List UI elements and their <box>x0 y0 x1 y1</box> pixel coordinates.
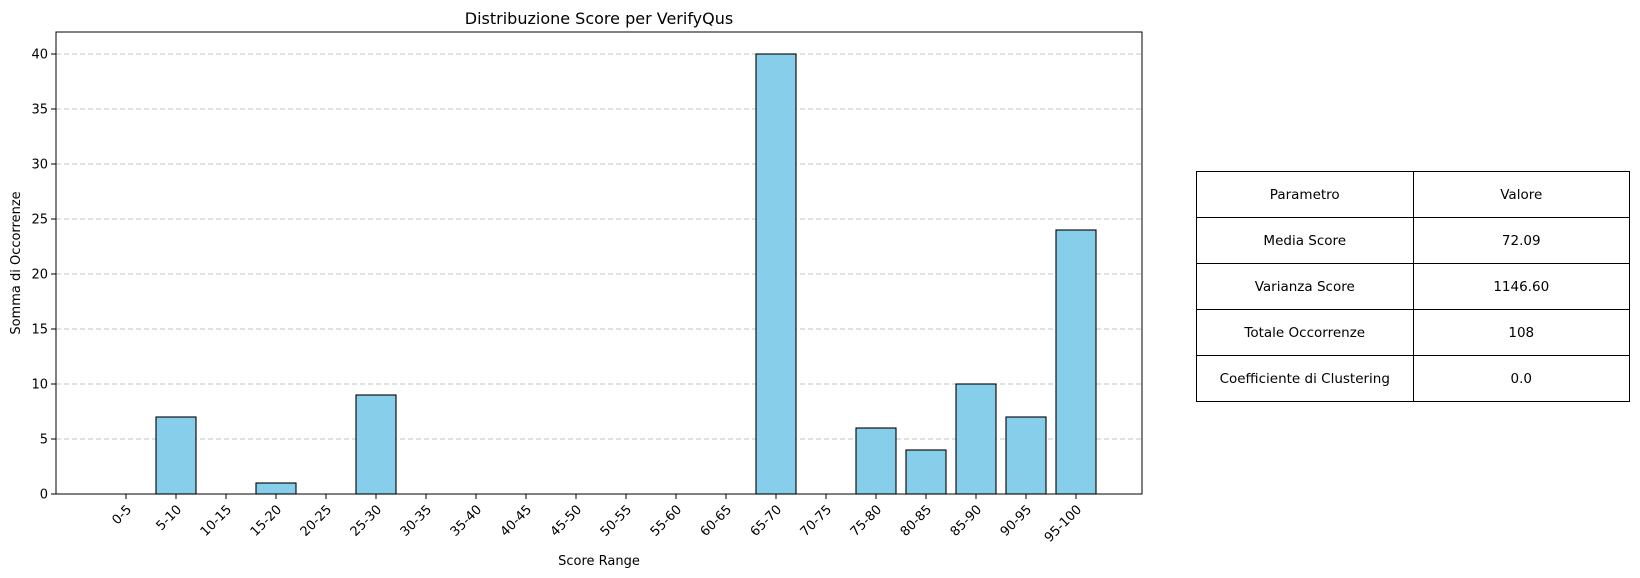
x-tick-label: 70-75 <box>798 502 835 539</box>
table-header-row: Parametro Valore <box>1196 171 1630 218</box>
bar <box>1055 229 1097 495</box>
y-tick-label: 35 <box>31 103 48 118</box>
x-tick-label: 5-10 <box>154 502 185 533</box>
x-tick-label: 10-15 <box>198 502 235 539</box>
y-tick-label: 10 <box>31 378 48 393</box>
y-axis-label: Somma di Occorrenze <box>9 191 24 334</box>
table-row: Varianza Score 1146.60 <box>1196 263 1630 310</box>
x-tick-label: 15-20 <box>248 502 285 539</box>
y-tick-label: 30 <box>31 158 48 173</box>
bar <box>905 449 947 495</box>
x-axis-label: Score Range <box>558 554 640 569</box>
y-tick-label: 25 <box>31 213 48 228</box>
parameter-value: 108 <box>1412 309 1630 356</box>
table-header-cell: Parametro <box>1196 171 1414 218</box>
table-row: Coefficiente di Clustering 0.0 <box>1196 355 1630 402</box>
parameter-name: Varianza Score <box>1196 263 1414 310</box>
x-tick-label: 45-50 <box>548 502 585 539</box>
y-tick-label: 5 <box>40 433 48 448</box>
plot-area-frame <box>55 31 1143 495</box>
table-header-cell: Valore <box>1412 171 1630 218</box>
x-tick-label: 20-25 <box>298 502 335 539</box>
table-row: Media Score 72.09 <box>1196 217 1630 264</box>
x-tick-label: 35-40 <box>448 502 485 539</box>
table-row: Totale Occorrenze 108 <box>1196 309 1630 356</box>
parameter-value: 1146.60 <box>1412 263 1630 310</box>
bars <box>155 53 1097 495</box>
x-tick-label: 80-85 <box>898 502 935 539</box>
x-tick-label: 55-60 <box>648 502 685 539</box>
bar <box>255 482 297 495</box>
x-tick-label: 90-95 <box>998 502 1035 539</box>
bar <box>1005 416 1047 495</box>
bar <box>155 416 197 495</box>
y-tick-label: 40 <box>31 48 48 63</box>
x-tick-label: 95-100 <box>1042 502 1085 545</box>
x-tick-label: 30-35 <box>398 502 435 539</box>
parameter-name: Totale Occorrenze <box>1196 309 1414 356</box>
parameter-value: 72.09 <box>1412 217 1630 264</box>
bar <box>855 427 897 495</box>
y-tick-label: 15 <box>31 323 48 338</box>
x-tick-label: 60-65 <box>698 502 735 539</box>
parameter-name: Media Score <box>1196 217 1414 264</box>
chart-title: Distribuzione Score per VerifyQus <box>465 9 733 28</box>
x-axis: 0-5 5-10 10-15 15-20 20-25 25-30 30-35 35-40 40-… <box>109 494 1085 546</box>
x-tick-label: 40-45 <box>498 502 535 539</box>
x-tick-label: 25-30 <box>348 502 385 539</box>
x-tick-label: 85-90 <box>948 502 985 539</box>
bar <box>755 53 797 495</box>
x-tick-label: 0-5 <box>109 502 135 528</box>
x-tick-label: 75-80 <box>848 502 885 539</box>
bar <box>355 394 397 495</box>
x-tick-label: 50-55 <box>598 502 635 539</box>
y-tick-label: 20 <box>31 268 48 283</box>
y-tick-label: 0 <box>40 488 48 503</box>
y-axis: 0 5 10 15 20 25 30 35 40 <box>31 48 56 503</box>
statistics-table: Parametro Valore Media Score 72.09 Varia… <box>1196 171 1630 402</box>
parameter-value: 0.0 <box>1412 355 1630 402</box>
bar <box>955 383 997 495</box>
x-tick-label: 65-70 <box>748 502 785 539</box>
parameter-name: Coefficiente di Clustering <box>1196 355 1414 402</box>
